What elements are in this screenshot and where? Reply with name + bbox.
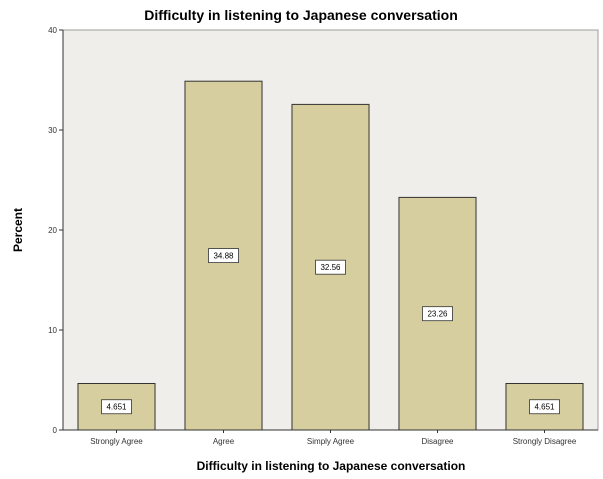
data-label-box — [101, 399, 132, 415]
data-label-box — [208, 248, 239, 264]
data-label-box — [529, 399, 560, 415]
data-label-box — [315, 259, 346, 275]
x-axis-tick-labels: Strongly Agree Agree Simply Agree Disagree S… — [90, 430, 577, 446]
y-tick-label: 30 — [48, 126, 57, 135]
bars-group: 4.651 34.88 32.56 23.26 4.651 — [77, 80, 584, 431]
x-tick-label: Agree — [213, 437, 235, 446]
y-tick-label: 0 — [53, 426, 58, 435]
y-tick-label: 20 — [48, 226, 57, 235]
data-label: 32.56 — [320, 263, 341, 272]
y-tick-label: 40 — [48, 26, 57, 35]
y-axis-title: Percent — [11, 208, 25, 252]
x-tick-label: Strongly Disagree — [513, 437, 577, 446]
x-tick-label: Strongly Agree — [90, 437, 143, 446]
chart-title: Difficulty in listening to Japanese conv… — [144, 7, 458, 23]
y-axis-ticks: 0 10 20 30 40 — [48, 26, 63, 435]
data-label: 4.651 — [106, 403, 127, 412]
data-label-box — [422, 306, 453, 322]
x-tick-label: Disagree — [421, 437, 454, 446]
data-label: 23.26 — [427, 310, 448, 319]
data-label: 4.651 — [534, 403, 555, 412]
y-tick-label: 10 — [48, 326, 57, 335]
x-tick-label: Simply Agree — [307, 437, 355, 446]
data-label: 34.88 — [213, 252, 234, 261]
x-axis-title: Difficulty in listening to Japanese conv… — [197, 459, 466, 473]
